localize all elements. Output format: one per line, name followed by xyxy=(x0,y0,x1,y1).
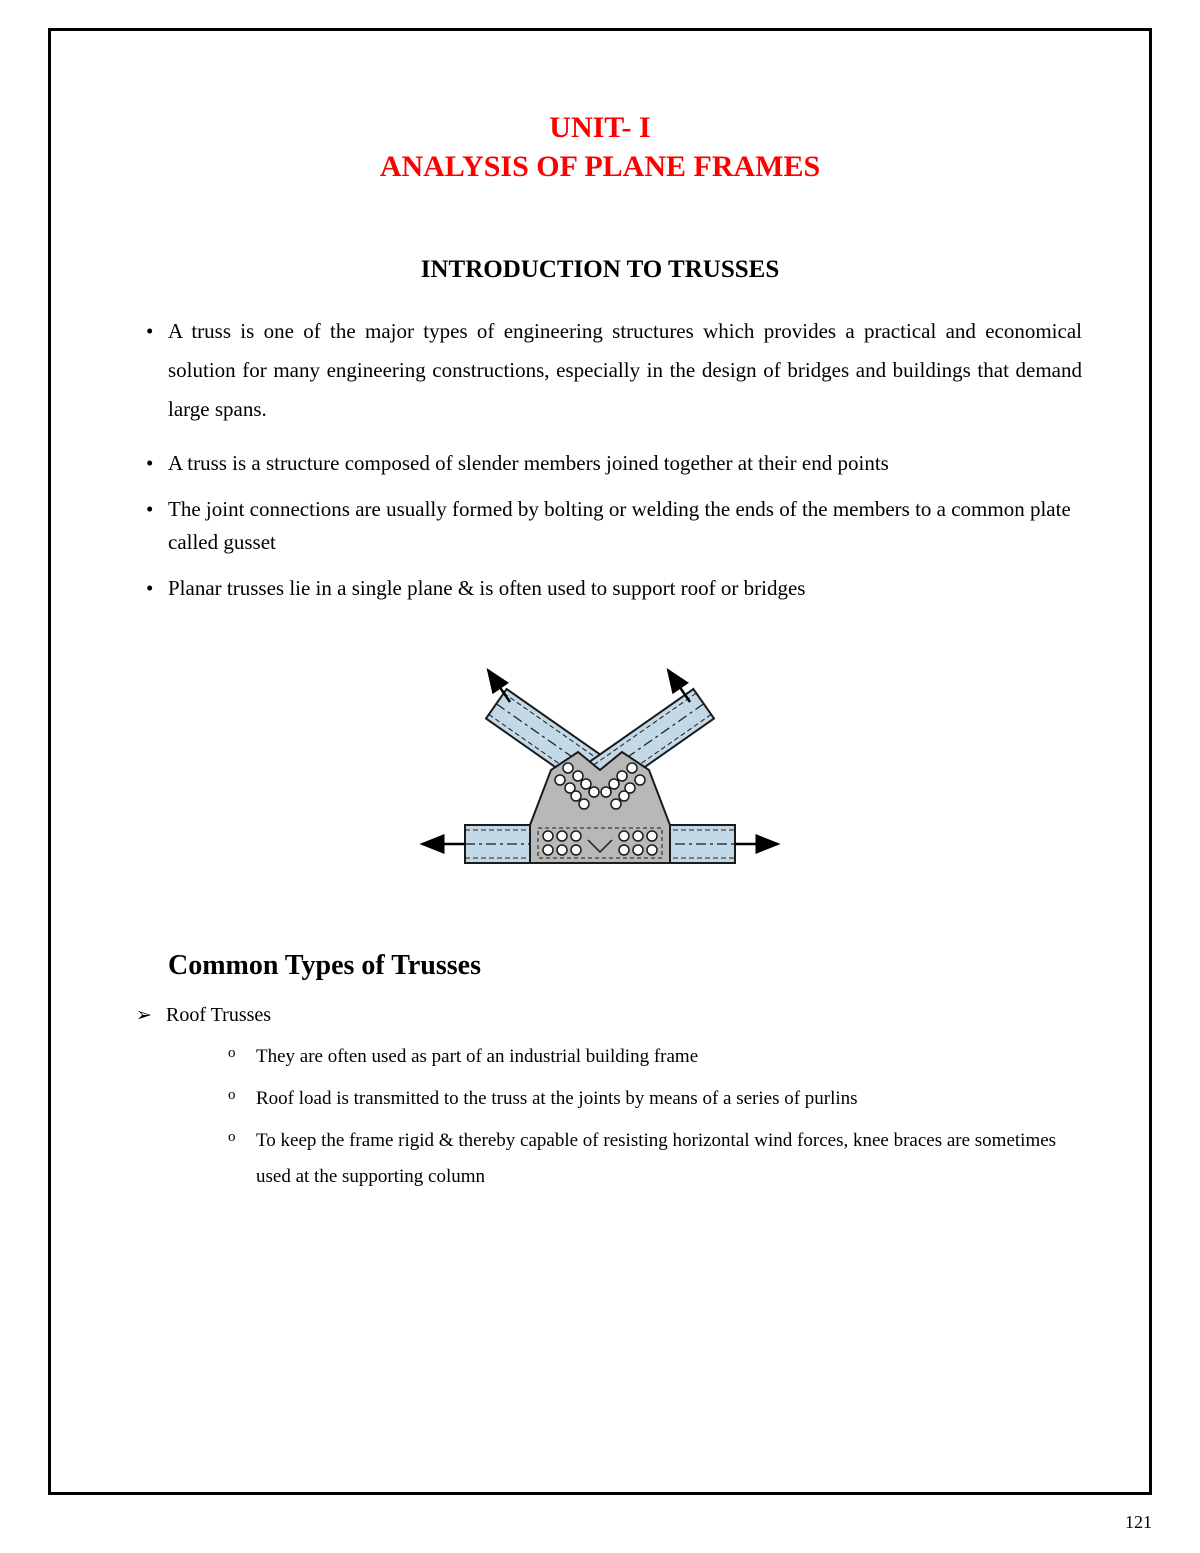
roof-sub-2: Roof load is transmitted to the truss at… xyxy=(228,1081,1082,1117)
unit-heading: UNIT- I ANALYSIS OF PLANE FRAMES xyxy=(118,108,1082,186)
intro-bullet-3: The joint connections are usually formed… xyxy=(146,493,1082,558)
gusset-diagram-svg xyxy=(410,640,790,895)
intro-bullet-list: A truss is one of the major types of eng… xyxy=(118,312,1082,605)
roof-trusses-title: Roof Trusses xyxy=(166,1004,271,1026)
intro-bullet-4: Planar trusses lie in a single plane & i… xyxy=(146,572,1082,605)
page-content: UNIT- I ANALYSIS OF PLANE FRAMES INTRODU… xyxy=(48,28,1152,1495)
section-heading: INTRODUCTION TO TRUSSES xyxy=(118,256,1082,284)
subsection-heading: Common Types of Trusses xyxy=(168,950,1082,982)
intro-bullet-2: A truss is a structure composed of slend… xyxy=(146,447,1082,480)
intro-bullet-1: A truss is one of the major types of eng… xyxy=(146,312,1082,429)
unit-line-1: UNIT- I xyxy=(118,108,1082,147)
unit-line-2: ANALYSIS OF PLANE FRAMES xyxy=(118,147,1082,186)
roof-sub-3: To keep the frame rigid & thereby capabl… xyxy=(228,1123,1082,1195)
roof-sub-1: They are often used as part of an indust… xyxy=(228,1039,1082,1075)
gusset-diagram xyxy=(118,640,1082,900)
roof-trusses-item: Roof Trusses They are often used as part… xyxy=(136,1004,1082,1195)
roof-trusses-sublist: They are often used as part of an indust… xyxy=(166,1039,1082,1195)
roof-trusses-list: Roof Trusses They are often used as part… xyxy=(118,1004,1082,1195)
page-number: 121 xyxy=(1125,1512,1152,1533)
